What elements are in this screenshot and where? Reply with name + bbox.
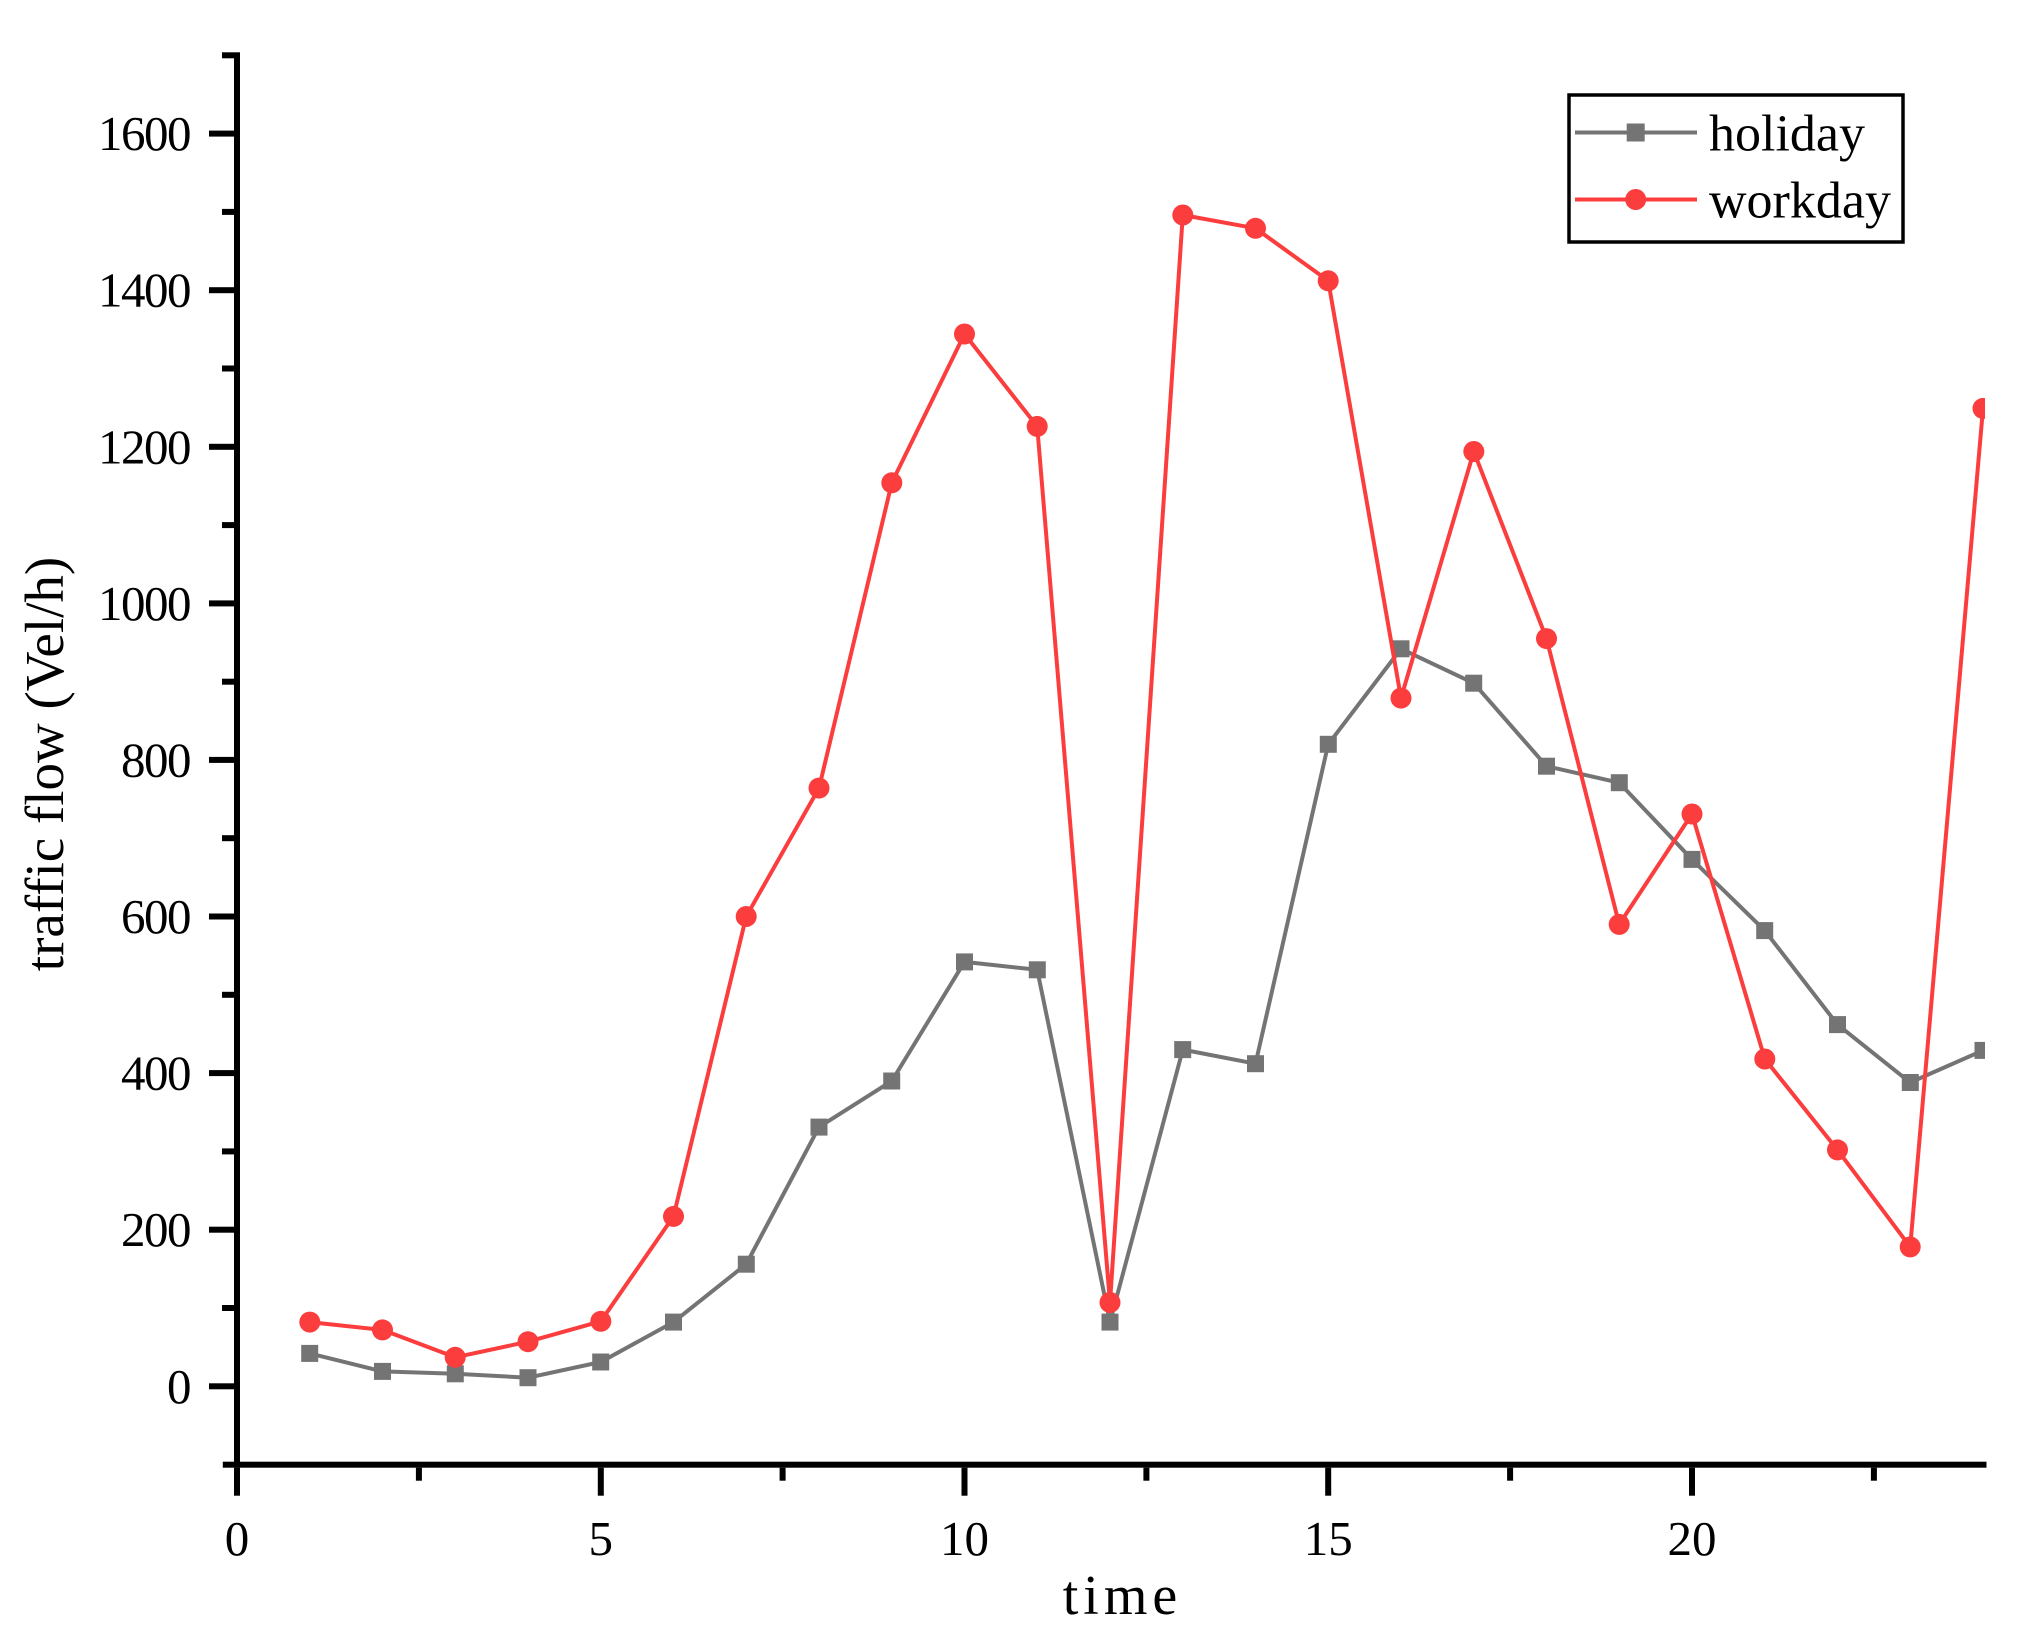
svg-text:1200: 1200 [98, 419, 190, 474]
svg-text:0: 0 [167, 1359, 190, 1414]
svg-text:1600: 1600 [98, 106, 190, 161]
svg-text:10: 10 [940, 1511, 989, 1566]
svg-text:20: 20 [1668, 1511, 1717, 1566]
svg-text:600: 600 [121, 889, 190, 944]
svg-text:traffic flow (Vel/h): traffic flow (Vel/h) [14, 557, 75, 971]
svg-text:200: 200 [121, 1202, 190, 1257]
svg-text:400: 400 [121, 1046, 190, 1101]
svg-text:time: time [1063, 1565, 1183, 1627]
svg-text:1000: 1000 [98, 576, 190, 631]
svg-text:5: 5 [589, 1511, 614, 1566]
svg-text:0: 0 [225, 1511, 250, 1566]
svg-text:workday: workday [1709, 173, 1891, 230]
svg-text:800: 800 [121, 732, 190, 787]
svg-text:15: 15 [1304, 1511, 1353, 1566]
svg-text:holiday: holiday [1709, 106, 1865, 163]
svg-text:1400: 1400 [98, 263, 190, 318]
